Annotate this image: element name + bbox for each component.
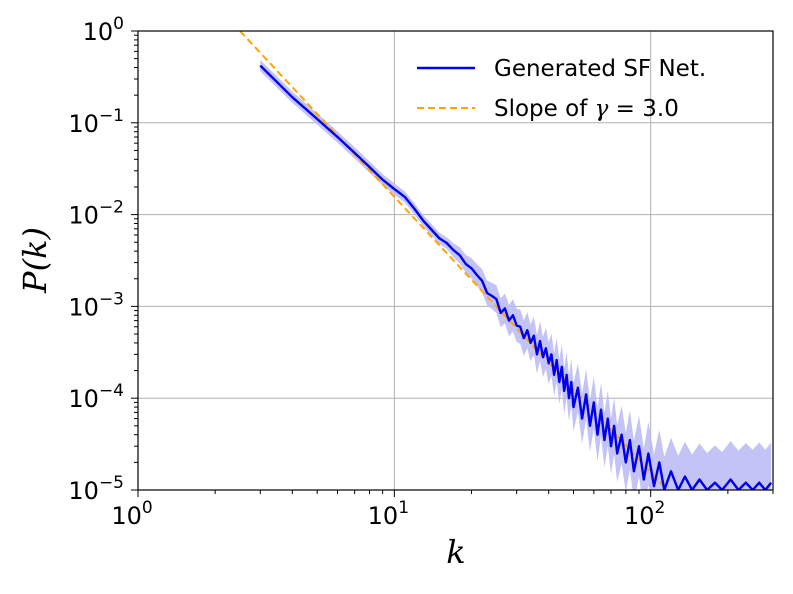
- x-tick-labels: 100 101 102: [111, 498, 665, 530]
- x-tick-label: 100: [111, 498, 152, 530]
- y-tick-label: 10−2: [68, 198, 124, 230]
- y-axis-label: P(k): [16, 227, 54, 294]
- axis-ticks: [131, 30, 774, 497]
- sf-net-confidence-band: [260, 60, 772, 490]
- x-axis-label: k: [446, 533, 465, 571]
- y-tick-label: 10−5: [68, 473, 124, 505]
- x-tick-label: 101: [368, 498, 409, 530]
- y-tick-label: 10−4: [68, 381, 124, 413]
- sf-net-series-line: [259, 64, 773, 490]
- slope-reference-line: [239, 31, 669, 490]
- legend-label-slope: Slope of γ = 3.0: [494, 96, 679, 122]
- x-tick-label: 102: [624, 498, 665, 530]
- y-tick-label: 10−3: [68, 289, 124, 321]
- plot-area: [239, 31, 773, 490]
- legend: Generated SF Net. Slope of γ = 3.0: [417, 56, 706, 122]
- y-tick-label: 10−1: [68, 106, 124, 138]
- plot-frame: [137, 30, 774, 491]
- legend-label-sf-net: Generated SF Net.: [494, 56, 706, 82]
- y-tick-label: 100: [83, 14, 124, 46]
- y-tick-labels: 100 10−1 10−2 10−3 10−4 10−5: [68, 14, 124, 505]
